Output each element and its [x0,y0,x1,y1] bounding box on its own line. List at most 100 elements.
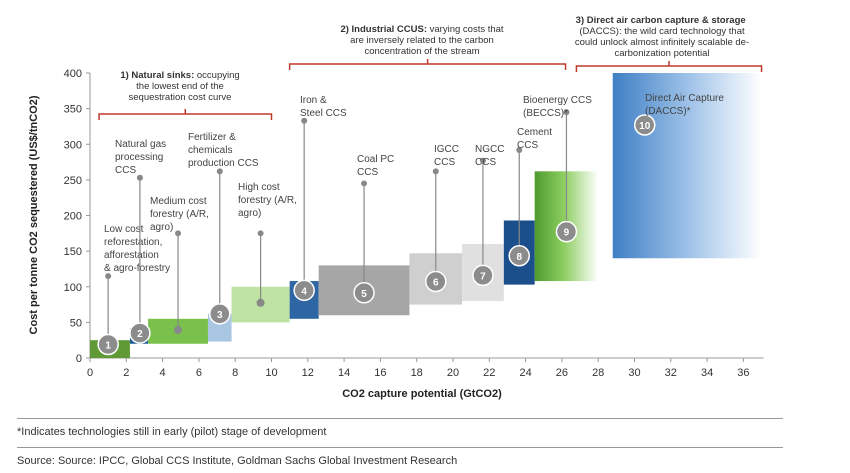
bar-label-line: Iron & [300,95,327,106]
group-annotation-line: 2) Industrial CCUS: varying costs that [340,24,503,35]
footnote: *Indicates technologies still in early (… [17,426,327,438]
x-tick-label: 24 [519,367,531,379]
y-tick-label: 50 [70,317,82,329]
y-axis-title: Cost per tonne CO2 sequestered (US$/tnCO… [28,95,40,334]
x-tick-label: 32 [665,367,677,379]
marker-number-7: 7 [480,271,486,282]
bar-label-line: Steel CCS [300,108,347,119]
y-tick-label: 250 [64,175,82,187]
marker-number-8: 8 [516,252,522,263]
leader-dot [175,230,182,237]
x-tick-label: 20 [447,367,459,379]
bar-label-line: reforestation, [104,237,162,248]
bar-label-line: CCS [115,165,136,176]
group-annotation: 3) Direct air carbon capture & storage (… [575,15,749,59]
y-tick-label: 100 [64,282,82,294]
group-title: 3) Direct air carbon capture & storage [576,15,749,26]
bar-label: Cement CCS [517,127,552,151]
x-tick-label: 36 [737,367,749,379]
bar-label: High cost forestry (A/R, agro) [238,182,297,219]
x-tick-label: 2 [123,367,129,379]
footnote-divider [17,418,783,419]
bar-label-line: CCS [434,157,455,168]
bar-label-line: chemicals [188,145,232,156]
leader-dot [216,168,223,175]
x-tick-label: 30 [628,367,640,379]
marker-number-4: 4 [301,286,307,297]
leader-dot [136,174,143,181]
marker-7 [472,264,494,287]
marker-8 [508,245,530,267]
group-annotation-line: sequestration cost curve [129,92,232,103]
marker-5 [353,282,375,304]
bar-label-line: High cost [238,182,280,193]
marker-number-3: 3 [217,310,223,321]
bar-label-line: Coal PC [357,154,394,165]
bar-label-line: Bioenergy CCS [523,95,592,106]
leader-dot [432,168,439,175]
bar-label-line: forestry (A/R, [238,195,297,206]
bar-label-line: Medium cost [150,196,207,207]
marker-9 [555,220,578,243]
group-annotation-line: concentration of the stream [364,46,479,57]
bar-label: Bioenergy CCS (BECCS)* [523,95,592,119]
group-text: varying costs that [430,24,504,35]
bar-label: Iron & Steel CCS [300,95,347,119]
group-annotation: 1) Natural sinks: occupying the lowest en… [120,70,239,103]
marker-number-10: 10 [639,121,651,132]
leader-dot [257,230,264,237]
bar-label-line: production CCS [188,158,259,169]
forestry-dot [174,326,183,335]
marker-1 [97,333,119,356]
leader-dot [563,109,570,116]
marker-10 [633,114,656,136]
group-annotation-line: are inversely related to the carbon [350,35,494,46]
bar-label-line: (DACCS)* [645,106,691,117]
x-tick-label: 16 [374,367,386,379]
bar-label-line: CCS [475,157,496,168]
bar-label-line: Direct Air Capture [645,93,724,104]
marker-number-9: 9 [564,228,570,239]
leader-dot [301,117,308,124]
source-note: Source: Source: IPCC, Global CCS Institu… [17,455,458,467]
marker-number-5: 5 [361,289,367,300]
group-annotation-line: 3) Direct air carbon capture & storage [576,15,749,26]
x-tick-label: 6 [196,367,202,379]
bar-label-line: (BECCS)* [523,108,568,119]
marker-number-2: 2 [137,329,143,340]
x-tick-label: 22 [483,367,495,379]
group-bracket [98,109,273,120]
x-tick-label: 4 [160,367,166,379]
x-tick-label: 34 [701,367,713,379]
bar-label: NGCC CCS [475,144,504,168]
group-bracket [288,59,567,70]
marker-4 [293,279,315,302]
leader-dot [361,180,368,187]
bar-label-line: processing [115,152,163,163]
bar-label: Low cost reforestation, afforestation & agr… [104,224,170,274]
bar-labels: 1 Low cost reforestation, afforestation & ag… [97,93,724,356]
bar-label: IGCC CCS [434,144,459,168]
group-annotation-line: carbonization potential [614,48,709,59]
bar-label-line: NGCC [475,144,504,155]
bar-label: Coal PC CCS [357,154,394,178]
bar-label-line: CCS [517,140,538,151]
bar-label-line: forestry (A/R, [150,209,209,220]
leader-dot [479,157,486,164]
leader-dot [516,146,523,153]
bar-label-line: Low cost [104,224,144,235]
bar-label: Natural gas processing CCS [115,139,166,176]
y-tick-label: 350 [64,104,82,116]
leader-dot [105,273,112,280]
x-tick-label: 26 [556,367,568,379]
bar-label: Medium cost forestry (A/R, agro) [150,196,209,233]
group-annotations: 1) Natural sinks: occupying the lowest en… [98,15,763,120]
group-text: occupying [197,70,240,81]
x-tick-label: 12 [302,367,314,379]
x-tick-label: 14 [338,367,350,379]
group-title: 1) Natural sinks: [120,70,197,81]
forestry-dot [256,298,265,307]
bar-label-line: Fertilizer & [188,132,236,143]
bar-label-line: CCS [357,167,378,178]
